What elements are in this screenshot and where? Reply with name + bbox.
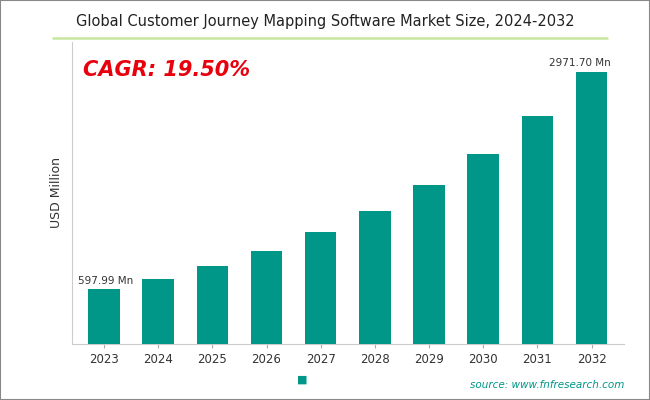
Text: source: www.fnfresearch.com: source: www.fnfresearch.com <box>469 380 624 390</box>
Bar <box>576 72 607 344</box>
Bar <box>413 185 445 344</box>
Bar <box>305 232 337 344</box>
Bar <box>142 279 174 344</box>
Text: ■: ■ <box>297 375 307 385</box>
Bar <box>88 289 120 344</box>
Bar <box>196 266 228 344</box>
Bar <box>521 116 553 344</box>
Text: 2971.70 Mn: 2971.70 Mn <box>549 58 610 68</box>
Bar <box>251 251 282 344</box>
Bar <box>467 154 499 344</box>
Y-axis label: USD Million: USD Million <box>50 158 63 228</box>
Text: 597.99 Mn: 597.99 Mn <box>78 276 133 286</box>
Text: CAGR: 19.50%: CAGR: 19.50% <box>83 60 250 80</box>
Text: Global Customer Journey Mapping Software Market Size, 2024-2032: Global Customer Journey Mapping Software… <box>75 14 575 29</box>
Bar <box>359 211 391 344</box>
